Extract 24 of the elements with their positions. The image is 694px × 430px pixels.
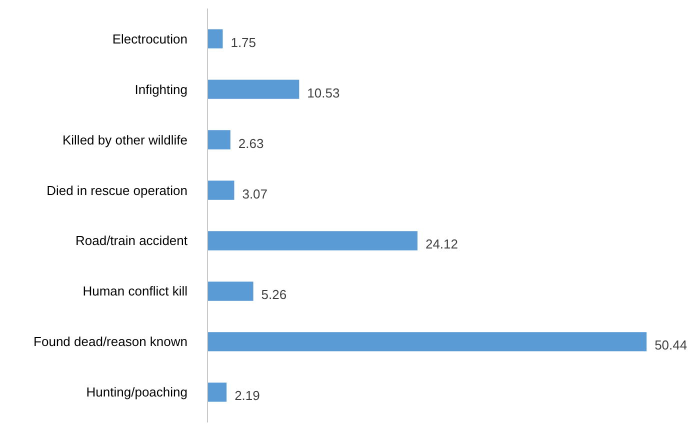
data-label: 5.26 (261, 287, 287, 302)
data-label: 24.12 (425, 236, 458, 252)
y-tick-label: Human conflict kill (82, 284, 188, 299)
y-tick-label: Infighting (134, 82, 188, 97)
bar (208, 332, 647, 352)
data-label: 1.75 (230, 34, 256, 50)
y-tick-label: Electrocution (112, 31, 188, 46)
bar (208, 80, 300, 99)
y-tick-label: Killed by other wildlife (62, 132, 188, 148)
data-label: 2.19 (234, 388, 260, 404)
bar (208, 382, 227, 402)
bar (208, 130, 230, 150)
y-tick-label: Died in rescue operation (46, 182, 188, 198)
data-label: 3.07 (242, 186, 268, 202)
y-tick-label: Found dead/reason known (34, 334, 188, 350)
data-label: 50.44 (654, 338, 688, 353)
y-tick-label: Hunting/poaching (86, 384, 188, 400)
y-tick-label: Road/train accident (75, 233, 188, 248)
bar (208, 231, 418, 250)
data-label: 2.63 (238, 136, 264, 151)
data-label: 10.53 (307, 85, 340, 100)
bar (208, 29, 223, 48)
bar (208, 180, 234, 200)
bar (208, 282, 254, 301)
